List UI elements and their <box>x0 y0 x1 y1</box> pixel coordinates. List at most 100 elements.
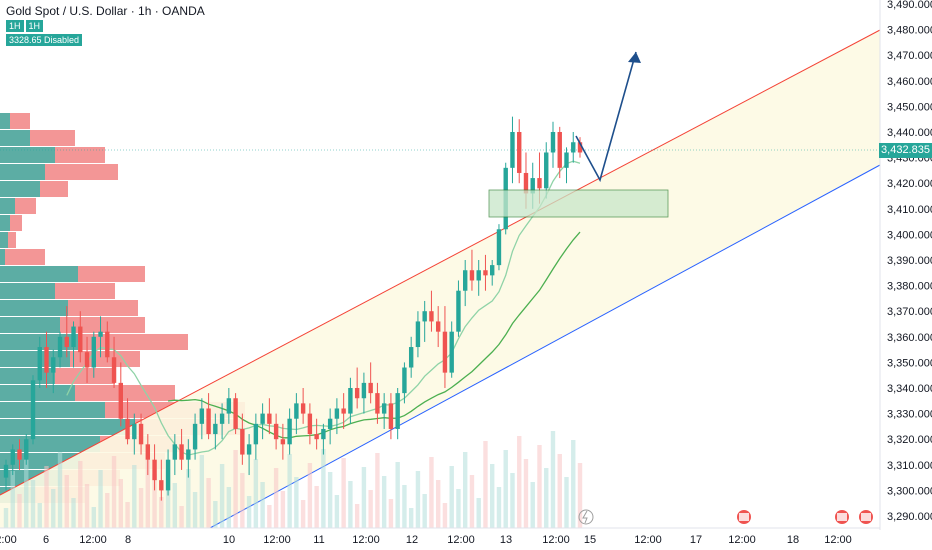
volume-bar <box>402 485 407 528</box>
arrow-head-icon <box>628 52 641 63</box>
candle-body <box>219 413 225 424</box>
volume-bar <box>118 479 123 528</box>
volume-bar <box>415 471 421 528</box>
symbol-header[interactable]: Gold Spot / U.S. Dollar · 1h · OANDA <box>6 4 205 18</box>
volume-bar <box>138 488 144 528</box>
candle-body <box>138 423 144 445</box>
price-tick-label: 3,460.000 <box>887 76 932 88</box>
price-tick-label: 3,320.000 <box>887 434 932 446</box>
candle-body <box>10 449 15 465</box>
volume-profile-sell <box>68 300 138 316</box>
volume-profile-buy <box>0 283 55 299</box>
volume-bar <box>429 457 434 528</box>
volume-bar <box>307 463 313 528</box>
time-tick-label: 2:00 <box>0 534 17 546</box>
volume-bar <box>280 491 286 528</box>
candle-body <box>476 270 481 281</box>
volume-bar <box>327 472 333 528</box>
price-tick-label: 3,340.000 <box>887 383 932 395</box>
volume-bar <box>24 457 29 528</box>
time-tick-label: 12 <box>406 534 418 546</box>
volume-bar <box>179 506 184 528</box>
volume-profile-sell <box>55 283 115 299</box>
candle-body <box>98 331 103 337</box>
candle-body <box>233 398 238 429</box>
volume-bar <box>152 474 157 528</box>
volume-profile-sell <box>8 232 16 248</box>
volume-bar <box>105 493 110 528</box>
volume-profile-buy <box>0 198 15 214</box>
price-tick-label: 3,290.000 <box>887 511 932 523</box>
price-tick-label: 3,300.000 <box>887 485 932 497</box>
price-tick-label: 3,410.000 <box>887 204 932 216</box>
volume-bar <box>544 468 549 528</box>
price-tick-label: 3,400.000 <box>887 229 932 241</box>
volume-profile-sell <box>10 113 30 129</box>
price-axis[interactable]: 3,490.000 3,480.000 3,470.000 3,460.000 3,45… <box>879 0 932 530</box>
time-tick-label: 17 <box>690 534 702 546</box>
volume-bar <box>435 480 441 528</box>
time-tick-label: 18 <box>787 534 799 546</box>
volume-bar <box>564 477 569 528</box>
candle-body <box>564 152 569 168</box>
time-tick-label: 13 <box>500 534 512 546</box>
volume-bar <box>44 466 49 528</box>
candle-body <box>368 382 373 394</box>
candle-body <box>429 311 434 322</box>
candle-body <box>37 347 42 381</box>
volume-bar <box>294 477 299 528</box>
candle-body <box>375 393 380 414</box>
volume-profile-sell <box>55 147 105 163</box>
candle-body <box>17 449 22 460</box>
candle-body <box>517 132 522 173</box>
volume-profile-sell <box>45 164 118 180</box>
volume-profile-sell <box>75 385 175 401</box>
volume-bar <box>64 475 69 528</box>
volume-bar <box>240 473 245 528</box>
volume-bar <box>246 496 252 528</box>
candle-body <box>152 459 157 481</box>
volume-bar <box>10 471 15 528</box>
volume-profile-buy <box>0 215 10 231</box>
volume-bar <box>368 490 373 528</box>
volume-bar <box>98 470 103 528</box>
volume-bar <box>496 487 502 528</box>
time-tick-label: 12:00 <box>263 534 291 546</box>
volume-bar <box>321 449 326 528</box>
demand-zone <box>488 189 669 218</box>
time-tick-label: 12:00 <box>79 534 107 546</box>
candle-body <box>172 444 178 460</box>
time-tick-label: 6 <box>43 534 49 546</box>
candle-body <box>30 380 36 440</box>
volume-bar <box>172 483 178 528</box>
channel-upper-line <box>0 29 881 496</box>
price-tick-label: 3,380.000 <box>887 281 932 293</box>
volume-bar <box>557 454 562 528</box>
candle-body <box>199 408 205 424</box>
volume-profile-sell <box>15 198 36 214</box>
volume-bar <box>213 501 218 528</box>
disabled-label: 3328.65 Disabled <box>6 34 83 46</box>
time-axis[interactable]: 2:00 6 12:00 8 10 12:00 11 12:00 12 12:00 13 12:00 1… <box>0 527 880 546</box>
candle-body <box>145 444 151 460</box>
volume-bar <box>51 489 56 528</box>
volume-profile-sell <box>10 215 22 231</box>
candle-body <box>442 331 448 373</box>
price-tick-label: 3,370.000 <box>887 306 932 318</box>
candle-body <box>111 357 117 383</box>
volume-bar <box>395 462 400 528</box>
volume-bar <box>354 504 360 528</box>
volume-bar <box>550 431 556 528</box>
volume-bar <box>30 480 36 528</box>
volume-profile-sell <box>55 368 115 384</box>
volume-bar <box>503 450 508 528</box>
price-tick-label: 3,330.000 <box>887 409 932 421</box>
volume-profile-buy <box>0 402 105 418</box>
candle-body <box>280 439 286 445</box>
volume-bar <box>483 441 488 528</box>
candle-body <box>78 326 83 353</box>
volume-profile-sell <box>40 181 68 197</box>
volume-bar <box>490 464 495 528</box>
volume-profile-buy <box>0 317 60 333</box>
